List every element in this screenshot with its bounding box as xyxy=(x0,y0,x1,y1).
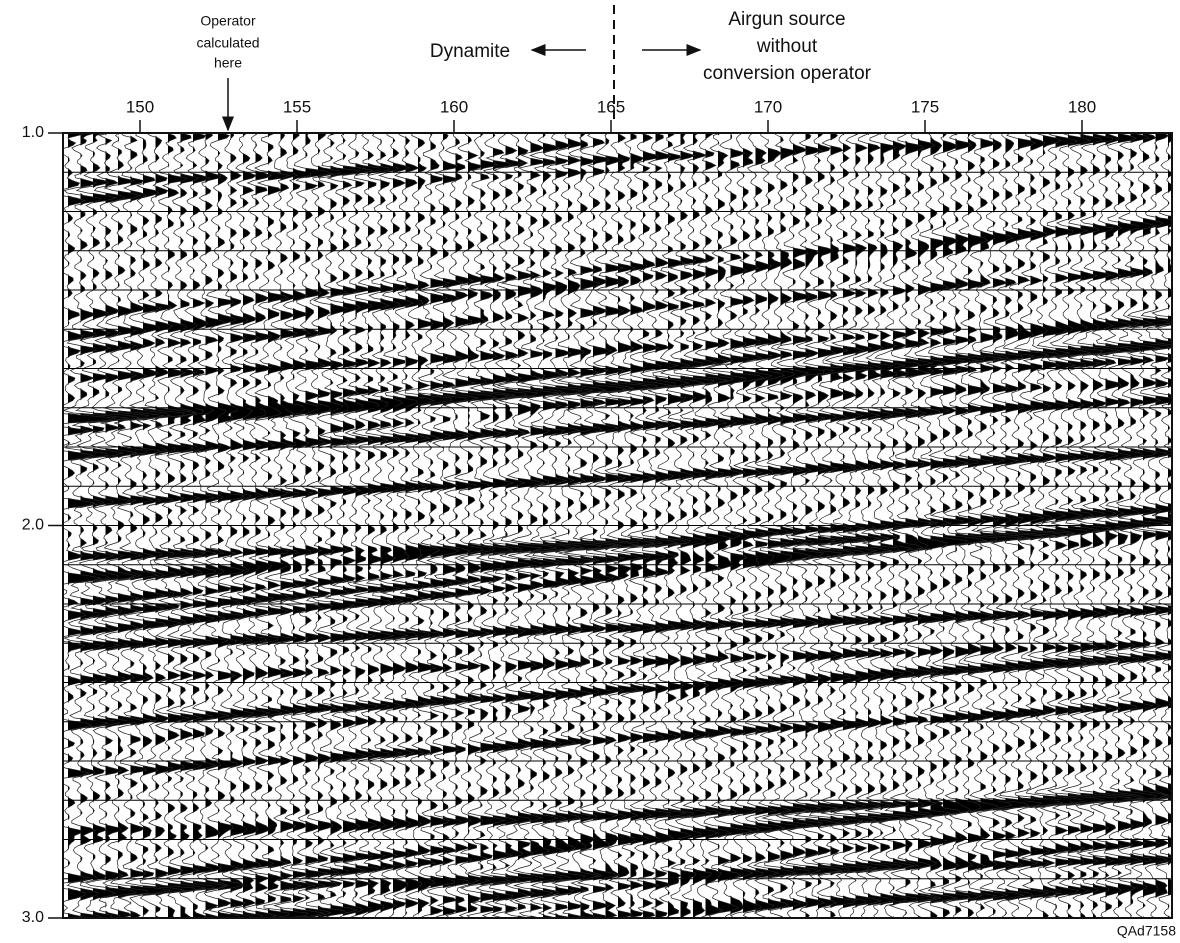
x-tick-label: 160 xyxy=(440,97,468,116)
annotation: Dynamite xyxy=(430,41,510,62)
x-tick-label: 175 xyxy=(911,97,939,116)
x-tick-label: 155 xyxy=(283,97,311,116)
y-tick-label: 2.0 xyxy=(22,517,44,534)
x-tick-label: 170 xyxy=(754,97,782,116)
y-tick-label: 3.0 xyxy=(22,909,44,926)
figure-id: QAd7158 xyxy=(1117,923,1176,939)
annotation: without xyxy=(756,36,818,57)
annotation: here xyxy=(214,55,242,71)
y-tick-label: 1.0 xyxy=(22,124,44,141)
annotation: Operator xyxy=(200,13,256,29)
annotation: calculated xyxy=(196,35,259,51)
wiggle-display xyxy=(63,133,1172,918)
x-tick-label: 165 xyxy=(597,97,625,116)
x-tick-label: 180 xyxy=(1068,97,1096,116)
x-tick-label: 150 xyxy=(126,97,154,116)
annotation: conversion operator xyxy=(703,63,872,84)
annotation: Airgun source xyxy=(728,9,845,30)
